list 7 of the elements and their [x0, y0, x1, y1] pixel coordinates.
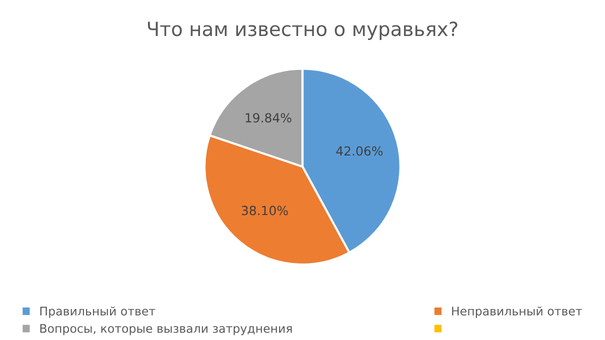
chart-title: Что нам известно о муравьях?: [148, 22, 458, 40]
data-label: 42.06%: [336, 146, 383, 156]
legend-label: Правильный ответ: [40, 306, 156, 318]
legend-label: Вопросы, которые вызвали затруднения: [40, 324, 292, 336]
data-label: 38.10%: [242, 206, 288, 216]
data-label: 19.84%: [246, 113, 292, 123]
legend-label: Неправильный ответ: [452, 306, 582, 318]
